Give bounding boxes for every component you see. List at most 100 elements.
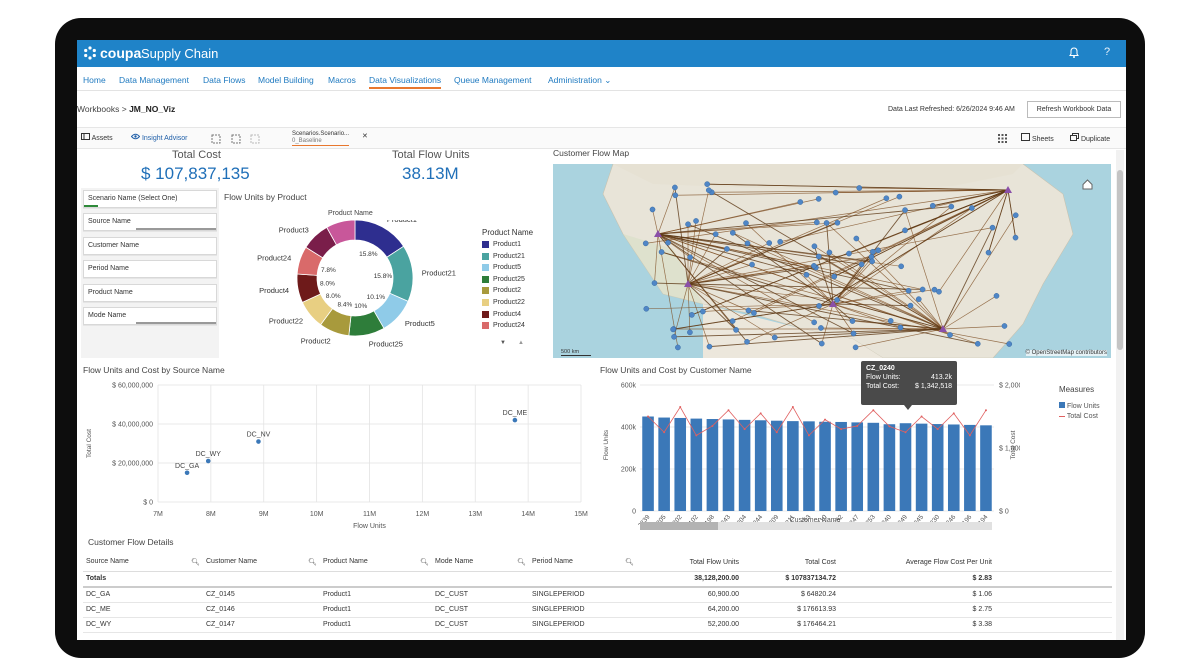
customer-point[interactable] <box>700 309 705 314</box>
table-row[interactable]: DC_GA CZ_0145 Product1 DC_CUST SINGLEPER… <box>83 587 1112 602</box>
bar[interactable] <box>948 424 960 511</box>
scatter-point[interactable] <box>513 418 518 423</box>
customer-point[interactable] <box>994 293 999 298</box>
search-icon[interactable]: 🔍︎ <box>420 558 429 566</box>
customer-point[interactable] <box>853 345 858 350</box>
customer-point[interactable] <box>650 207 655 212</box>
customer-point[interactable] <box>812 320 817 325</box>
nav-macros[interactable]: Macros <box>328 75 356 85</box>
customer-point[interactable] <box>916 297 921 302</box>
bell-icon[interactable] <box>1069 47 1079 61</box>
col-avg-flow-cost[interactable]: Average Flow Cost Per Unit <box>839 554 995 571</box>
customer-point[interactable] <box>906 288 911 293</box>
grid-icon[interactable] <box>998 134 1007 143</box>
legend-item[interactable]: Product24 <box>482 322 525 329</box>
col-mode-name[interactable]: Mode Name🔍︎ <box>432 554 529 571</box>
filter-mode-name[interactable]: Mode Name <box>83 307 217 325</box>
customer-point[interactable] <box>675 345 680 350</box>
scrollbar-thumb[interactable] <box>1117 170 1123 350</box>
filter-source-name[interactable]: Source Name <box>83 213 217 231</box>
customer-point[interactable] <box>876 248 881 253</box>
customer-point[interactable] <box>834 297 839 302</box>
customer-point[interactable] <box>812 244 817 249</box>
selection-tools-icons[interactable] <box>211 134 271 144</box>
customer-point[interactable] <box>778 239 783 244</box>
customer-point[interactable] <box>706 188 711 193</box>
customer-point[interactable] <box>898 325 903 330</box>
customer-point[interactable] <box>827 250 832 255</box>
duplicate-button[interactable]: Duplicate <box>1070 133 1110 143</box>
legend-item[interactable]: Product22 <box>482 299 525 306</box>
customer-point[interactable] <box>888 318 893 323</box>
col-customer-name[interactable]: Customer Name🔍︎ <box>203 554 320 571</box>
nav-administration[interactable]: Administration ⌄ <box>548 75 611 86</box>
customer-point[interactable] <box>846 251 851 256</box>
customer-point[interactable] <box>672 185 677 190</box>
table-row[interactable]: DC_ME CZ_0146 Product1 DC_CUST SINGLEPER… <box>83 602 1112 617</box>
customer-point[interactable] <box>689 312 694 317</box>
customer-point[interactable] <box>897 194 902 199</box>
refresh-workbook-button[interactable]: Refresh Workbook Data <box>1027 101 1121 118</box>
customer-point[interactable] <box>665 240 670 245</box>
customer-point[interactable] <box>767 240 772 245</box>
customer-point[interactable] <box>744 339 749 344</box>
customer-point[interactable] <box>851 331 856 336</box>
bar[interactable] <box>916 424 928 511</box>
customer-flow-map[interactable]: 500 km © OpenStreetMap contributors <box>553 164 1111 358</box>
bar[interactable] <box>835 422 847 511</box>
col-source-name[interactable]: Source Name🔍︎ <box>83 554 203 571</box>
customer-point[interactable] <box>743 220 748 225</box>
customer-point[interactable] <box>713 232 718 237</box>
col-total-flow-units[interactable]: Total Flow Units <box>637 554 742 571</box>
bar[interactable] <box>642 417 654 512</box>
customer-point[interactable] <box>969 205 974 210</box>
search-icon[interactable]: 🔍︎ <box>308 558 317 566</box>
legend-item[interactable]: Product5 <box>482 264 521 271</box>
customer-point[interactable] <box>673 193 678 198</box>
donut-chart[interactable]: Product115.8%Product2115.8%Product510.1%… <box>227 220 477 360</box>
bar[interactable] <box>932 424 944 511</box>
customer-point[interactable] <box>870 249 875 254</box>
customer-point[interactable] <box>816 303 821 308</box>
map-canvas[interactable] <box>553 164 1111 358</box>
customer-point[interactable] <box>819 341 824 346</box>
scatter-point[interactable] <box>206 459 211 464</box>
bar[interactable] <box>691 419 703 511</box>
nav-model-building[interactable]: Model Building <box>258 75 314 85</box>
customer-point[interactable] <box>902 207 907 212</box>
bar[interactable] <box>851 422 863 511</box>
customer-point[interactable] <box>832 274 837 279</box>
legend-total-cost[interactable]: Total Cost <box>1059 413 1098 420</box>
filter-customer-name[interactable]: Customer Name <box>83 237 217 255</box>
bar[interactable] <box>723 419 735 511</box>
help-icon[interactable]: ? <box>1104 46 1110 58</box>
customer-point[interactable] <box>798 199 803 204</box>
nav-queue-management[interactable]: Queue Management <box>454 75 532 85</box>
nav-home[interactable]: Home <box>83 75 106 85</box>
bar[interactable] <box>755 420 767 511</box>
customer-point[interactable] <box>730 318 735 323</box>
customer-point[interactable] <box>902 228 907 233</box>
legend-item[interactable]: Product21 <box>482 253 525 260</box>
customer-point[interactable] <box>644 306 649 311</box>
home-icon[interactable] <box>1082 179 1093 190</box>
customer-point[interactable] <box>835 220 840 225</box>
close-icon[interactable]: ✕ <box>362 132 368 140</box>
bar[interactable] <box>819 422 831 511</box>
nav-data-management[interactable]: Data Management <box>119 75 189 85</box>
col-period-name[interactable]: Period Name🔍︎ <box>529 554 637 571</box>
customer-point[interactable] <box>670 327 675 332</box>
search-icon[interactable]: 🔍︎ <box>191 558 200 566</box>
search-icon[interactable]: 🔍︎ <box>625 558 634 566</box>
customer-point[interactable] <box>869 254 874 259</box>
bar[interactable] <box>771 421 783 511</box>
customer-point[interactable] <box>932 287 937 292</box>
customer-point[interactable] <box>814 220 819 225</box>
bar[interactable] <box>964 425 976 511</box>
customer-point[interactable] <box>949 204 954 209</box>
customer-point[interactable] <box>857 185 862 190</box>
customer-point[interactable] <box>659 249 664 254</box>
customer-point[interactable] <box>1002 323 1007 328</box>
customer-point[interactable] <box>947 332 952 337</box>
coupa-logo[interactable]: coupa <box>83 45 141 61</box>
